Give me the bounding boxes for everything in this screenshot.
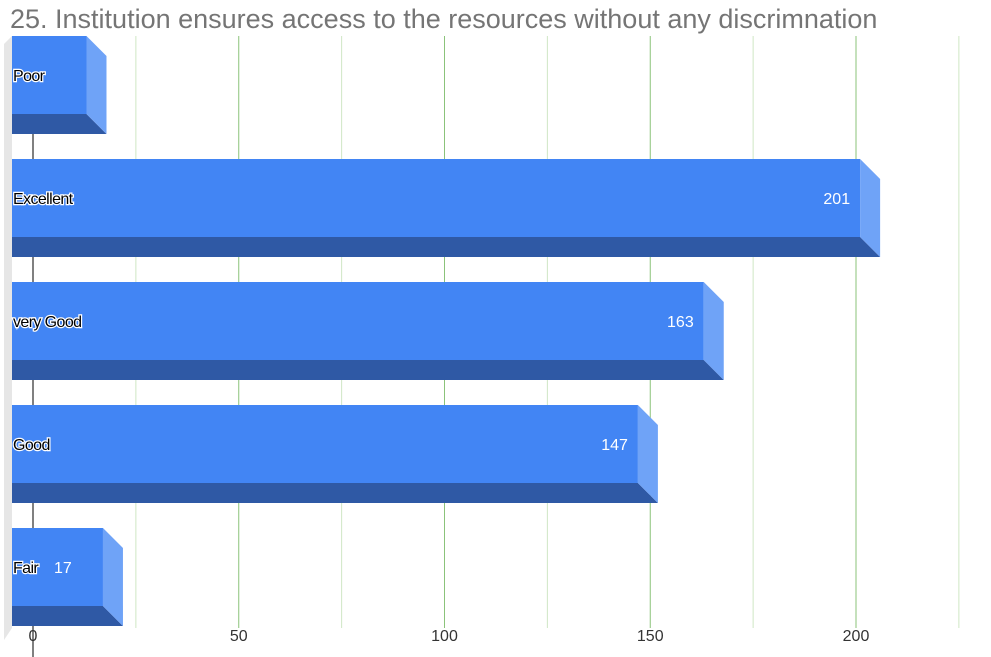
category-label: Fair: [13, 560, 39, 577]
bar-front-face: [12, 36, 87, 114]
data-label: 201: [823, 191, 850, 208]
bar-bottom-face: [12, 606, 123, 626]
data-label: 17: [54, 560, 72, 577]
bar-bottom-face: [12, 606, 32, 626]
x-tick-labels: 0 50 100 150 200: [29, 628, 870, 645]
bar-very-good: very Good 163: [12, 282, 724, 380]
category-label: Poor: [13, 68, 46, 85]
x-tick-label: 0: [29, 628, 38, 645]
x-tick-label: 50: [230, 628, 248, 645]
bar-bottom-face: [12, 483, 32, 503]
bar-good: Good 147: [12, 405, 658, 503]
bar-excellent: Excellent 201: [12, 159, 881, 257]
bar-poor: Poor: [12, 36, 107, 134]
bar-bottom-face: [12, 114, 107, 134]
category-label: Excellent: [13, 191, 74, 208]
bar-front-face: [12, 282, 704, 360]
bar-bottom-face: [12, 360, 724, 380]
bar-bottom-face: [12, 360, 32, 380]
data-label: 147: [601, 437, 628, 454]
data-label: 163: [667, 314, 694, 331]
bar-front-face: [12, 159, 861, 237]
x-tick-label: 100: [431, 628, 458, 645]
bar-front-face: [12, 528, 103, 606]
bar-side-face: [860, 159, 881, 257]
category-label: very Good: [13, 314, 81, 331]
x-tick-label: 200: [843, 628, 870, 645]
bar-bottom-face: [12, 237, 881, 257]
bar-side-face: [86, 36, 107, 134]
bar-side-face: [102, 528, 123, 626]
bar-bottom-face: [12, 237, 32, 257]
bar-front-face: [12, 405, 638, 483]
category-label: Good: [13, 437, 50, 454]
chart-side-wall: [4, 36, 12, 640]
bars: Poor Excellent 201 very Good 163 Good 147 Fair 1…: [12, 36, 881, 626]
bar-side-face: [637, 405, 658, 503]
bar-fair: Fair 17: [12, 528, 123, 626]
bar-bottom-face: [12, 114, 32, 134]
chart-title: 25. Institution ensures access to the re…: [10, 4, 878, 34]
bar-side-face: [703, 282, 724, 380]
side-wall: [4, 36, 12, 640]
x-tick-label: 150: [637, 628, 664, 645]
bar-bottom-face: [12, 483, 658, 503]
